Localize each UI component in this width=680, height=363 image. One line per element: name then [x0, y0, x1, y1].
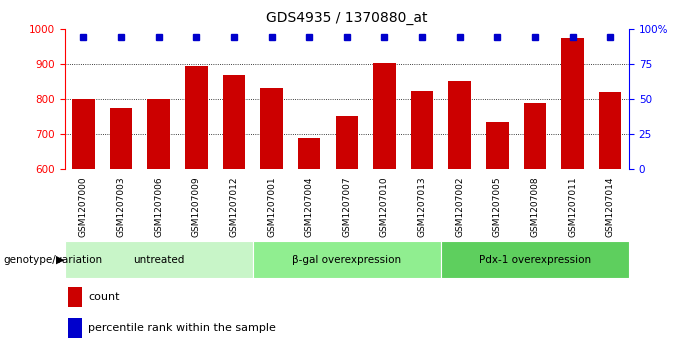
Bar	[524, 103, 546, 169]
Bar	[253, 241, 441, 278]
Text: GSM1207011: GSM1207011	[568, 176, 577, 237]
Bar	[298, 138, 320, 169]
Bar	[68, 287, 82, 307]
Bar	[441, 241, 629, 278]
Bar	[561, 38, 584, 169]
Title: GDS4935 / 1370880_at: GDS4935 / 1370880_at	[266, 11, 428, 25]
Text: GSM1207005: GSM1207005	[493, 176, 502, 237]
Bar	[260, 88, 283, 169]
Bar	[68, 318, 82, 338]
Bar	[72, 99, 95, 169]
Text: GSM1207000: GSM1207000	[79, 176, 88, 237]
Text: β-gal overexpression: β-gal overexpression	[292, 254, 401, 265]
Text: GSM1207012: GSM1207012	[229, 176, 239, 237]
Bar	[373, 63, 396, 169]
Bar	[411, 91, 433, 169]
Text: ▶: ▶	[56, 254, 65, 265]
Bar	[185, 66, 207, 169]
Text: GSM1207010: GSM1207010	[380, 176, 389, 237]
Bar	[65, 241, 253, 278]
Text: untreated: untreated	[133, 254, 184, 265]
Bar	[599, 92, 622, 169]
Text: GSM1207009: GSM1207009	[192, 176, 201, 237]
Text: GSM1207001: GSM1207001	[267, 176, 276, 237]
Bar	[335, 117, 358, 169]
Text: GSM1207003: GSM1207003	[116, 176, 126, 237]
Text: count: count	[88, 292, 120, 302]
Text: GSM1207004: GSM1207004	[305, 176, 313, 237]
Bar	[486, 122, 509, 169]
Text: GSM1207008: GSM1207008	[530, 176, 539, 237]
Text: GSM1207014: GSM1207014	[606, 176, 615, 237]
Text: Pdx-1 overexpression: Pdx-1 overexpression	[479, 254, 591, 265]
Text: GSM1207013: GSM1207013	[418, 176, 426, 237]
Text: GSM1207002: GSM1207002	[455, 176, 464, 237]
Bar	[448, 81, 471, 169]
Text: GSM1207006: GSM1207006	[154, 176, 163, 237]
Bar	[222, 75, 245, 169]
Bar	[148, 99, 170, 169]
Text: GSM1207007: GSM1207007	[342, 176, 352, 237]
Bar	[109, 108, 133, 169]
Text: genotype/variation: genotype/variation	[3, 254, 103, 265]
Text: percentile rank within the sample: percentile rank within the sample	[88, 323, 276, 333]
